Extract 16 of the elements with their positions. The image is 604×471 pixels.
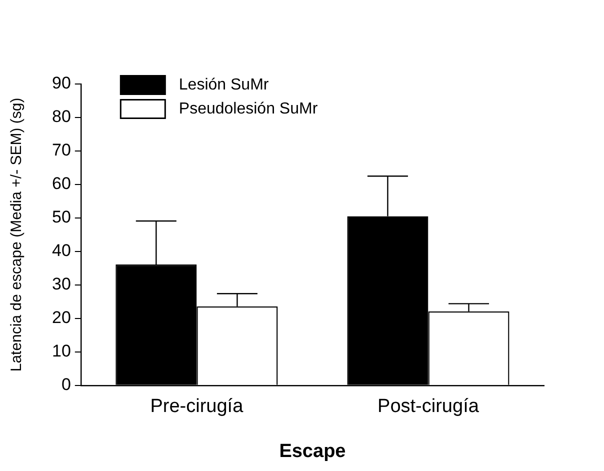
y-tick-label: 70	[52, 140, 71, 160]
y-tick-label: 40	[52, 241, 71, 260]
y-tick-label: 20	[52, 308, 71, 328]
y-axis-title: Latencia de escape (Media +/- SEM) (sg)	[8, 98, 26, 372]
y-tick-label: 30	[52, 274, 71, 294]
y-tick-label: 0	[61, 375, 71, 394]
legend-label: Pseudolesión SuMr	[178, 100, 318, 118]
x-axis-title: Escape	[279, 440, 346, 462]
y-tick-label: 50	[52, 208, 71, 227]
y-tick-label: 60	[52, 174, 71, 194]
y-tick-label: 80	[52, 107, 71, 126]
x-tick-label: Pre-cirugía	[150, 396, 244, 418]
x-tick-label: Post-cirugía	[378, 396, 480, 418]
legend-label: Lesión SuMr	[178, 76, 270, 94]
y-tick-label: 90	[52, 74, 71, 93]
y-tick-label: 10	[52, 342, 71, 361]
